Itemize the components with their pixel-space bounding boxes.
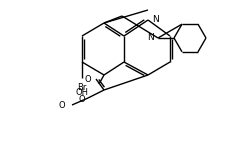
Text: N: N	[147, 34, 154, 42]
Text: N: N	[152, 16, 159, 24]
Text: O: O	[78, 95, 85, 105]
Text: OH: OH	[76, 88, 89, 97]
Text: Br: Br	[78, 84, 87, 92]
Text: O: O	[58, 101, 65, 109]
Text: O: O	[84, 74, 91, 84]
